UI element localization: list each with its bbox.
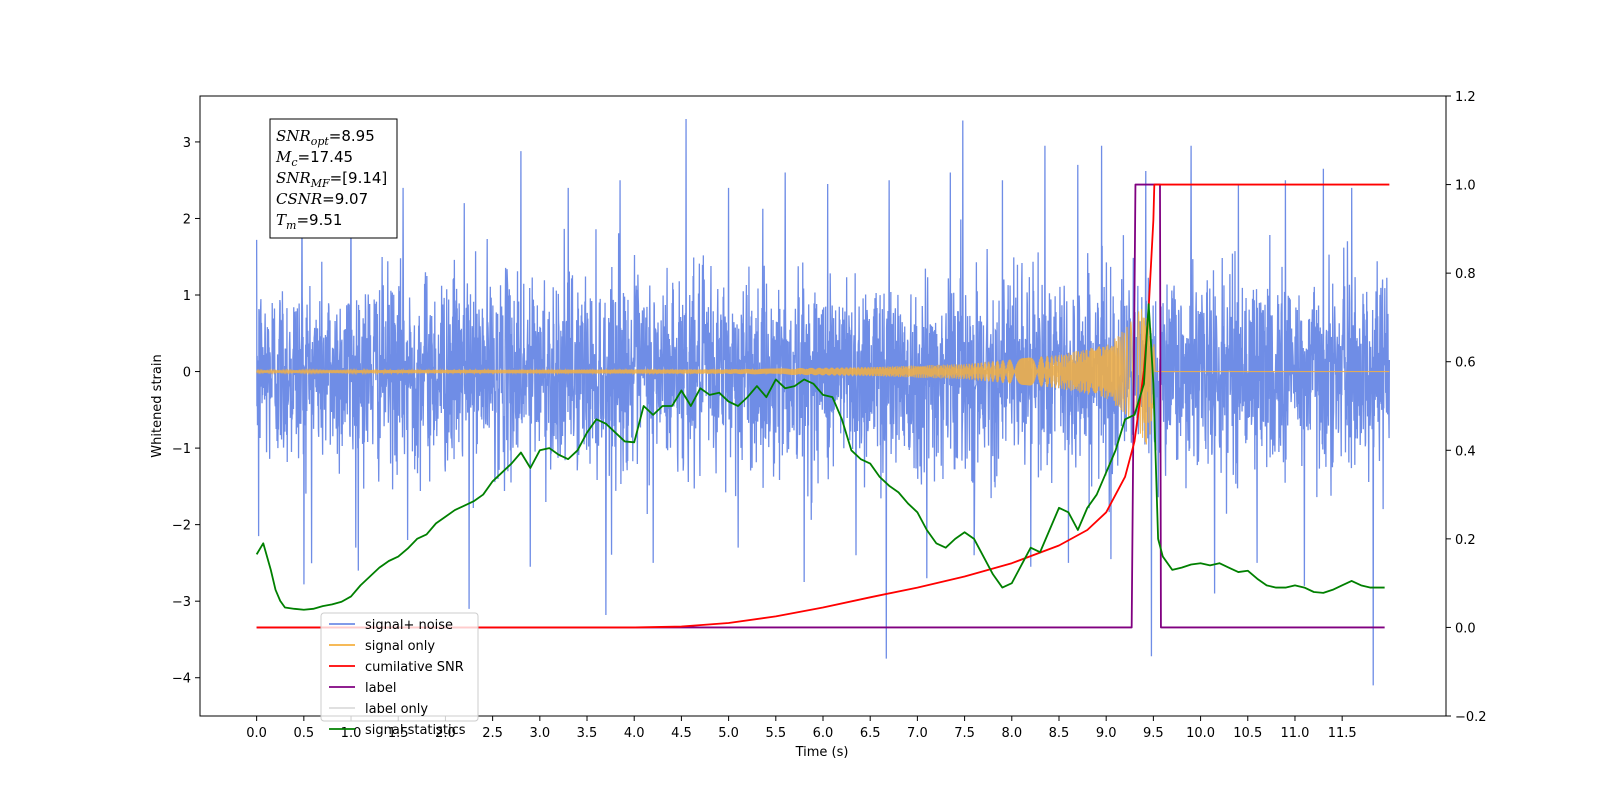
y-left-tick-label: 3 (183, 136, 191, 151)
x-tick-label: 1.5 (388, 726, 409, 741)
x-tick-label: 6.5 (860, 726, 881, 741)
plot-area (255, 118, 1391, 686)
legend-label: cumilative SNR (365, 660, 464, 675)
series-label-line (256, 183, 1385, 629)
legend-label: label (365, 681, 396, 696)
legend-label: signal statistics (365, 723, 466, 738)
x-tick-label: 4.0 (624, 726, 645, 741)
x-tick-label: 2.5 (482, 726, 503, 741)
y-right-tick-label: 0.2 (1455, 533, 1476, 548)
x-tick-label: 3.0 (529, 726, 550, 741)
x-tick-label: 6.0 (813, 726, 834, 741)
stats-annotation-line: SNRMF=[9.14] (276, 169, 387, 190)
y-left-tick-label: −3 (172, 595, 191, 610)
y-axis-left-label: Whitened strain (150, 354, 165, 457)
stats-annotation-line: SNRopt=8.95 (276, 127, 375, 148)
stats-annotation-line: Mc=17.45 (275, 148, 353, 169)
y-right-tick-label: 0.0 (1455, 621, 1476, 636)
x-tick-label: 0.0 (246, 726, 267, 741)
y-left-tick-label: −4 (172, 672, 191, 687)
x-tick-label: 10.0 (1186, 726, 1215, 741)
legend-label: label only (365, 702, 428, 717)
x-axis: 0.0 0.5 1.0 1.5 2.0 2.5 3.0 3.5 4.0 4.5 5.0 5.5 6.0 6… (246, 716, 1357, 741)
x-tick-label: 7.5 (954, 726, 975, 741)
y-left-tick-label: 1 (183, 289, 191, 304)
x-tick-label: 4.5 (671, 726, 692, 741)
x-tick-label: 7.0 (907, 726, 928, 741)
x-tick-label: 5.5 (765, 726, 786, 741)
series-signal-noise-line (255, 118, 1391, 686)
y-right-tick-label: 0.8 (1455, 267, 1476, 282)
x-tick-label: 5.0 (718, 726, 739, 741)
stats-annotation-box (269, 118, 398, 239)
x-tick-label: 11.0 (1280, 726, 1309, 741)
x-tick-label: 11.5 (1328, 726, 1357, 741)
y-axis-right: −0.2 0.0 0.2 0.4 0.6 0.8 1.0 1.2 (1446, 90, 1487, 725)
x-tick-label: 9.5 (1143, 726, 1164, 741)
x-tick-label: 9.0 (1096, 726, 1117, 741)
stats-annotation: SNRopt=8.95Mc=17.45SNRMF=[9.14]CSNR=9.07… (269, 118, 398, 239)
x-tick-label: 8.0 (1001, 726, 1022, 741)
stats-annotation-line: CSNR=9.07 (276, 190, 368, 208)
legend: signal+ noise signal only cumilative SNR la… (320, 612, 479, 738)
series-signal-only-line (256, 309, 1390, 445)
y-left-tick-label: −1 (172, 442, 191, 457)
y-left-tick-label: −2 (172, 519, 191, 534)
y-right-tick-label: 1.0 (1455, 179, 1476, 194)
x-tick-label: 2.0 (435, 726, 456, 741)
y-left-tick-label: 0 (183, 366, 191, 381)
x-tick-label: 3.5 (577, 726, 598, 741)
y-axis-left: −4 −3 −2 −1 0 1 2 3 (172, 136, 200, 687)
x-axis-label: Time (s) (795, 745, 849, 760)
y-right-tick-label: 0.6 (1455, 356, 1476, 371)
y-right-tick-label: 1.2 (1455, 90, 1476, 105)
x-tick-label: 8.5 (1049, 726, 1070, 741)
y-left-tick-label: 2 (183, 212, 191, 227)
legend-label: signal only (365, 639, 435, 654)
y-right-tick-label: 0.4 (1455, 444, 1476, 459)
series-signal-statistics-line (255, 303, 1385, 611)
x-tick-label: 0.5 (293, 726, 314, 741)
x-tick-label: 10.5 (1233, 726, 1262, 741)
legend-box (320, 612, 479, 722)
legend-label: signal+ noise (365, 618, 453, 633)
stats-annotation-line: Tm=9.51 (276, 211, 342, 232)
y-right-tick-label: −0.2 (1455, 710, 1487, 725)
